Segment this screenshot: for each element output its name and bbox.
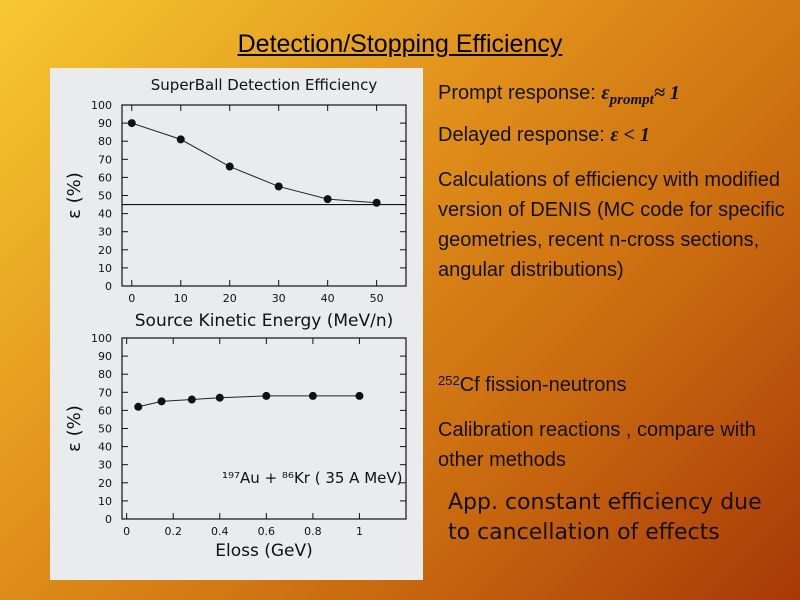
chart1-y-axis-label: ε (%) — [64, 172, 85, 219]
chart1-ytick-label: 80 — [98, 135, 112, 148]
chart2-data-point — [308, 391, 317, 400]
chart2-xtick-label: 0.4 — [211, 525, 229, 538]
chart1-xtick-label: 50 — [370, 292, 384, 305]
chart2-x-axis-label: Eloss (GeV) — [215, 541, 313, 561]
chart2-xtick-label: 0.2 — [164, 525, 182, 538]
chart1-data-point — [127, 119, 136, 128]
chart1-data-point — [372, 198, 381, 207]
note-cf: 252Cf fission-neutrons — [438, 370, 626, 400]
chart2-series-line — [138, 395, 360, 408]
chart1-xtick-label: 10 — [174, 292, 188, 305]
chart1-ytick-label: 60 — [98, 171, 112, 184]
chart1-data-point — [323, 195, 332, 204]
chart2-data-point — [187, 395, 196, 404]
chart1-ytick-label: 10 — [98, 262, 112, 275]
delayed-label: Delayed response: — [438, 124, 611, 146]
chart2-xtick-label: 0.8 — [304, 525, 322, 538]
chart1-data-point — [176, 135, 185, 144]
chart1-plot-frame — [121, 104, 407, 287]
chart1-x-axis-label: Source Kinetic Energy (MeV/n) — [135, 311, 393, 331]
chart2-xtick-label: 0 — [123, 525, 130, 538]
chart2-data-point — [262, 391, 271, 400]
chart1-ytick-label: 40 — [98, 208, 112, 221]
chart2-ytick-label: 50 — [98, 423, 112, 436]
chart1-ytick-label: 0 — [105, 280, 112, 293]
note-calculations: Calculations of efficiency with modified… — [438, 169, 785, 281]
chart2-ytick-label: 0 — [105, 513, 112, 526]
figure-panel: SuperBall Detection Efficiency 0 10 20 30 40 5… — [50, 68, 423, 580]
cf-text: Cf fission-neutrons — [459, 374, 627, 396]
chart2-data-point — [134, 402, 143, 411]
note-prompt: Prompt response: εprompt≈ 1 — [438, 78, 680, 110]
prompt-rel: ≈ 1 — [653, 82, 680, 104]
chart1-data-point — [225, 162, 234, 171]
chart1-title: SuperBall Detection Efficiency — [151, 76, 378, 94]
conclusion-text: App. constant efficiency due to cancella… — [448, 490, 762, 545]
slide-title: Detection/Stopping Efficiency — [237, 30, 563, 58]
delayed-symbol: ε < 1 — [610, 124, 650, 146]
chart2-ytick-label: 10 — [98, 495, 112, 508]
prompt-eps: ε — [601, 82, 610, 104]
chart1-ytick-label: 30 — [98, 226, 112, 239]
chart1-ytick-label: 70 — [98, 153, 112, 166]
chart1-ytick-label: 100 — [91, 99, 112, 112]
chart2-annotation: ¹⁹⁷Au + ⁸⁶Kr ( 35 A MeV) — [222, 469, 403, 487]
chart1-xtick-label: 20 — [223, 292, 237, 305]
chart2-ytick-label: 90 — [98, 350, 112, 363]
note-delayed: Delayed response: ε < 1 — [438, 120, 650, 150]
prompt-label: Prompt response: — [438, 82, 602, 104]
chart1-xtick-label: 0 — [128, 292, 135, 305]
chart2-data-point — [157, 397, 166, 406]
chart2-xtick-label: 0.6 — [258, 525, 276, 538]
chart1-series-line — [131, 122, 377, 204]
chart2-y-axis-label: ε (%) — [64, 405, 85, 452]
chart1-xtick-label: 40 — [321, 292, 335, 305]
chart2-ytick-label: 40 — [98, 441, 112, 454]
chart2-data-point — [355, 391, 364, 400]
chart2-plot-frame — [121, 337, 407, 520]
chart2-ytick-label: 20 — [98, 477, 112, 490]
chart1-xtick-label: 30 — [272, 292, 286, 305]
chart2-ytick-label: 100 — [91, 332, 112, 345]
chart2-ytick-label: 60 — [98, 404, 112, 417]
chart1-data-point — [274, 182, 283, 191]
chart2-ytick-label: 80 — [98, 368, 112, 381]
prompt-sub: prompt — [609, 92, 654, 108]
note-calibration: Calibration reactions , compare with oth… — [438, 419, 756, 471]
chart1-ytick-label: 20 — [98, 244, 112, 257]
chart2-data-point — [215, 393, 224, 402]
cf-mass-number: 252 — [438, 373, 460, 388]
chart2-ytick-label: 30 — [98, 459, 112, 472]
chart1-ytick-label: 90 — [98, 117, 112, 130]
efficiency-charts: SuperBall Detection Efficiency0102030405… — [64, 76, 407, 561]
chart2-xtick-label: 1 — [356, 525, 363, 538]
chart1-ytick-label: 50 — [98, 190, 112, 203]
chart2-ytick-label: 70 — [98, 386, 112, 399]
